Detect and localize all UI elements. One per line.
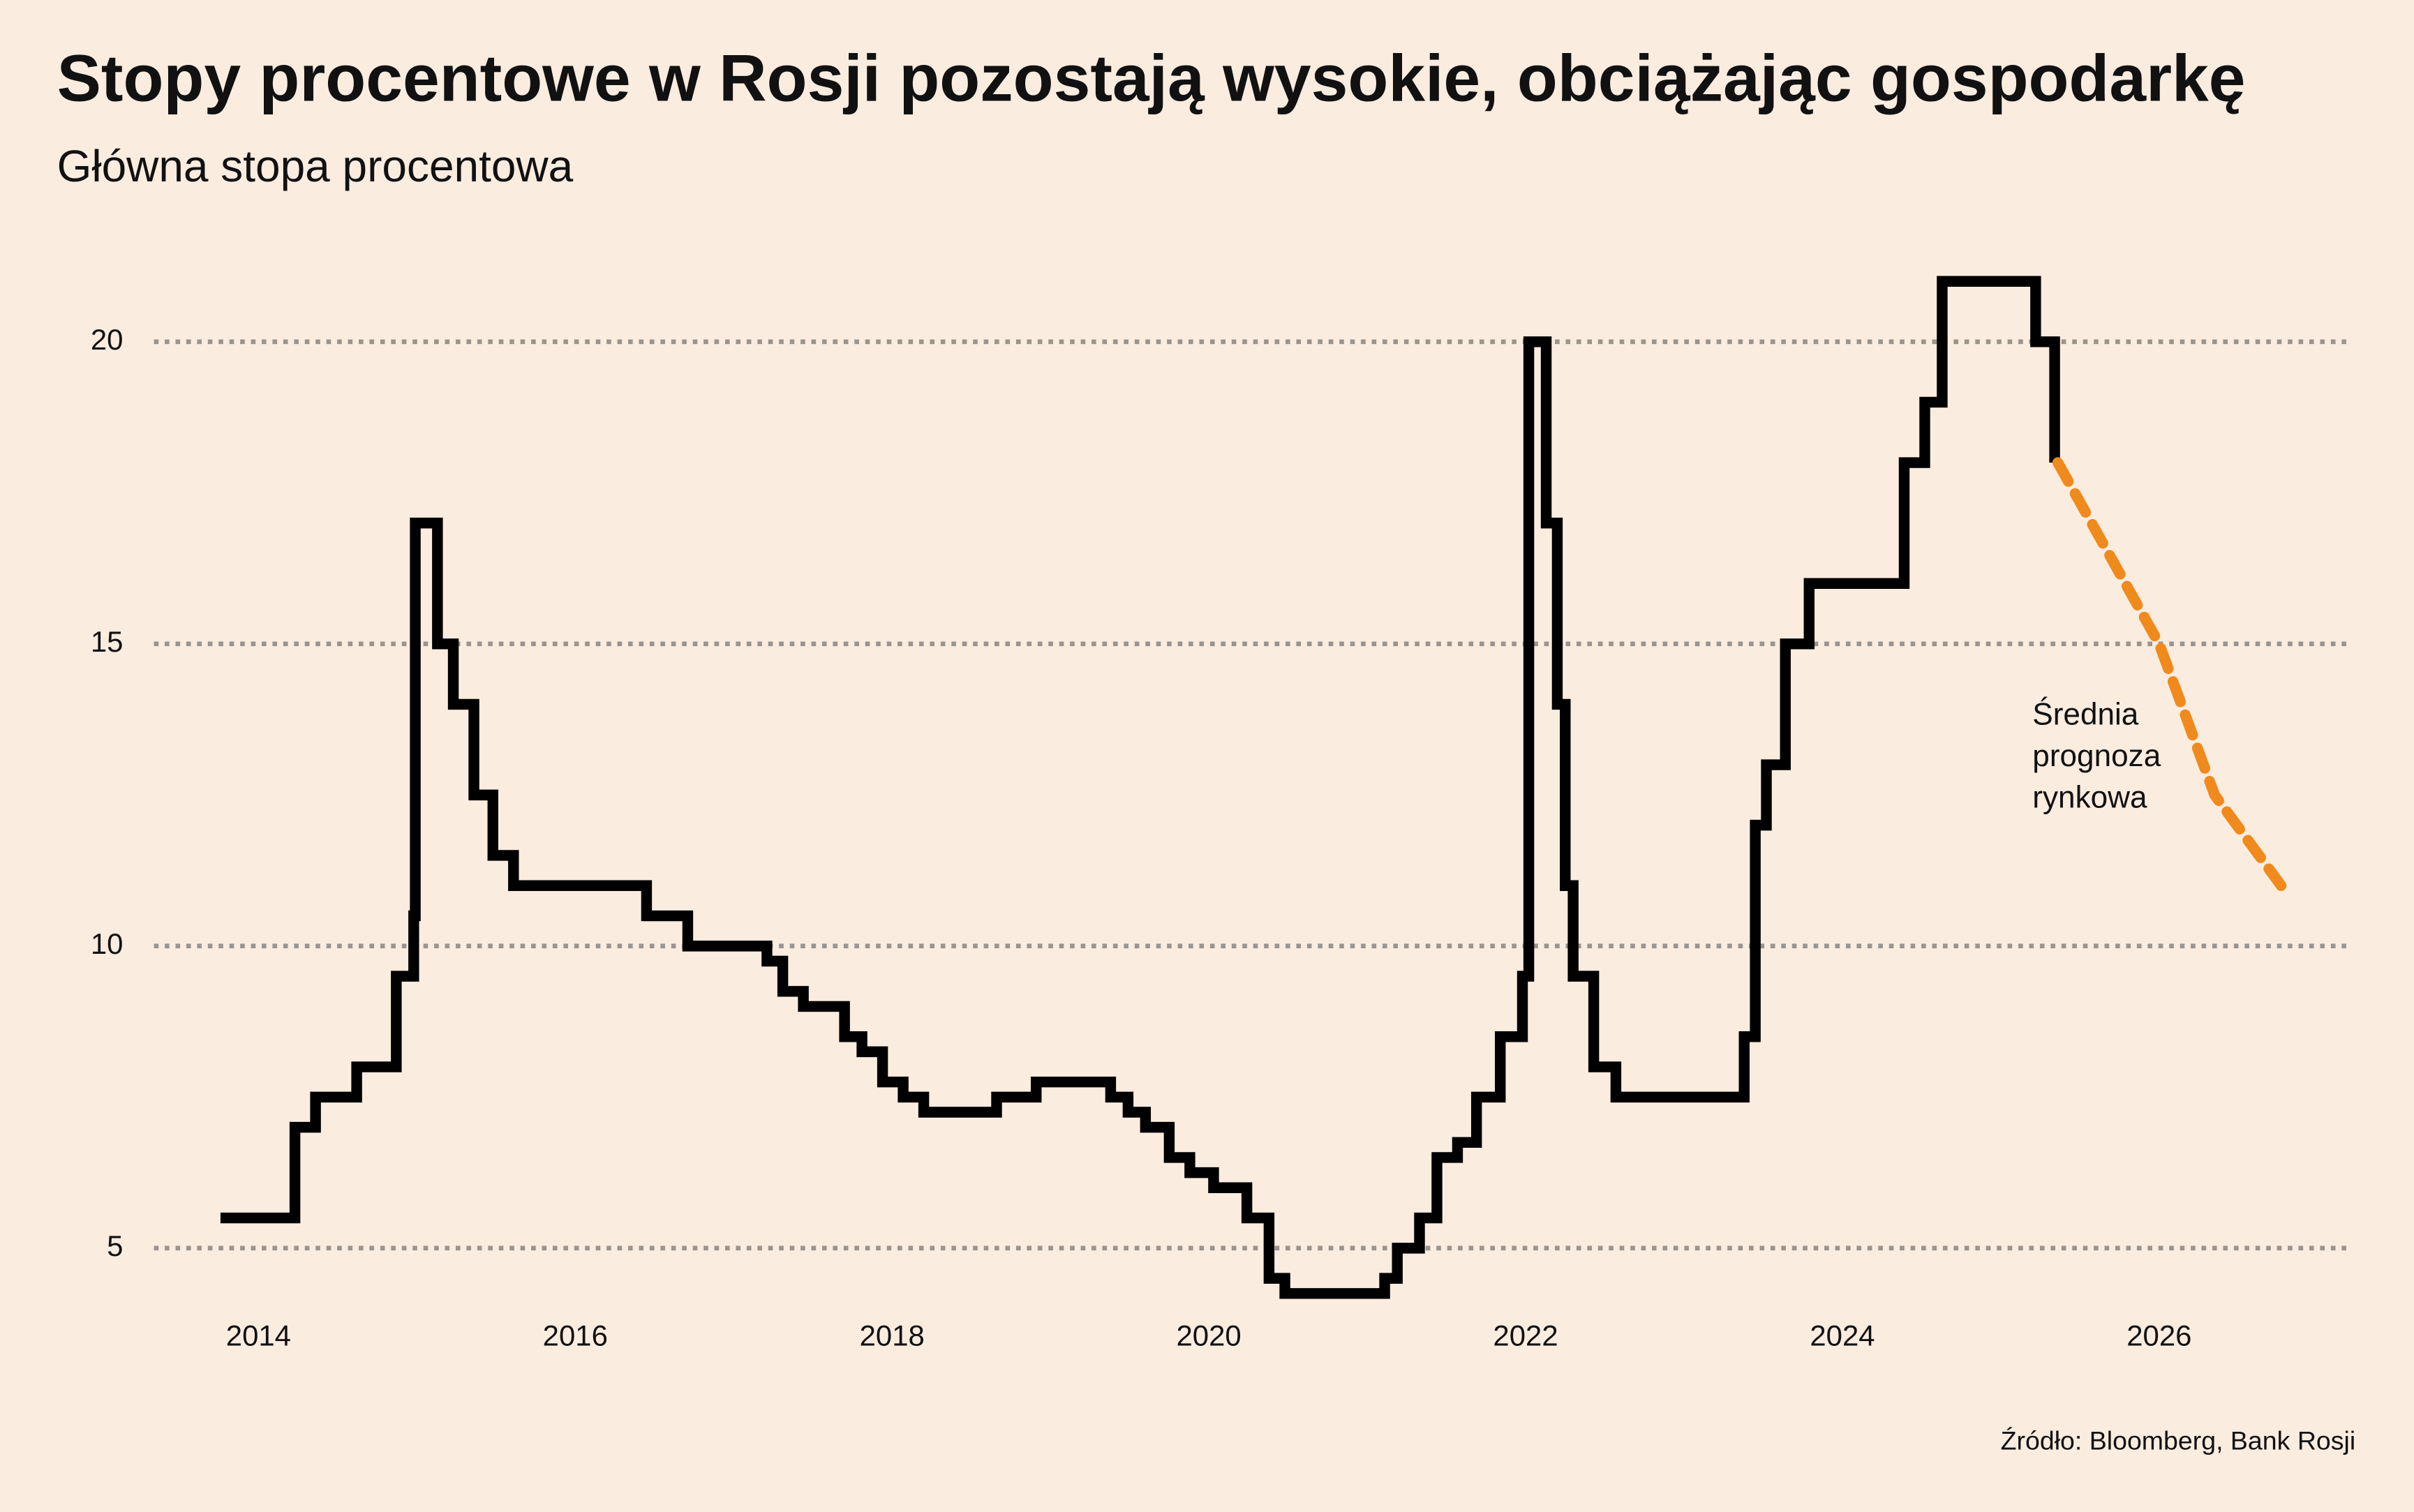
x-tick-label: 2016 [543,1319,608,1352]
x-tick-label: 2014 [226,1319,291,1352]
annotation: prognoza [2032,739,2161,773]
source: Źródło: Bloomberg, Bank Rosji [2001,1425,2356,1455]
x-tick-label: 2022 [1493,1319,1558,1352]
chart-subtitle: Główna stopa procentowa [57,141,574,191]
y-tick-label: 15 [91,625,124,658]
x-tick-label: 2018 [860,1319,925,1352]
annotation: Średnia [2032,696,2139,731]
y-tick-label: 5 [107,1229,123,1262]
y-tick-label: 20 [91,323,124,356]
y-tick-label: 10 [91,927,124,960]
annotation: rynkowa [2032,781,2147,815]
forecast-line [2052,457,2287,891]
x-tick-label: 2020 [1177,1319,1242,1352]
x-tick-label: 2024 [1810,1319,1875,1352]
x-tick-label: 2026 [2126,1319,2191,1352]
rate-line [220,276,2060,1299]
chart-title: Stopy procentowe w Rosji pozostają wysok… [57,42,2246,116]
